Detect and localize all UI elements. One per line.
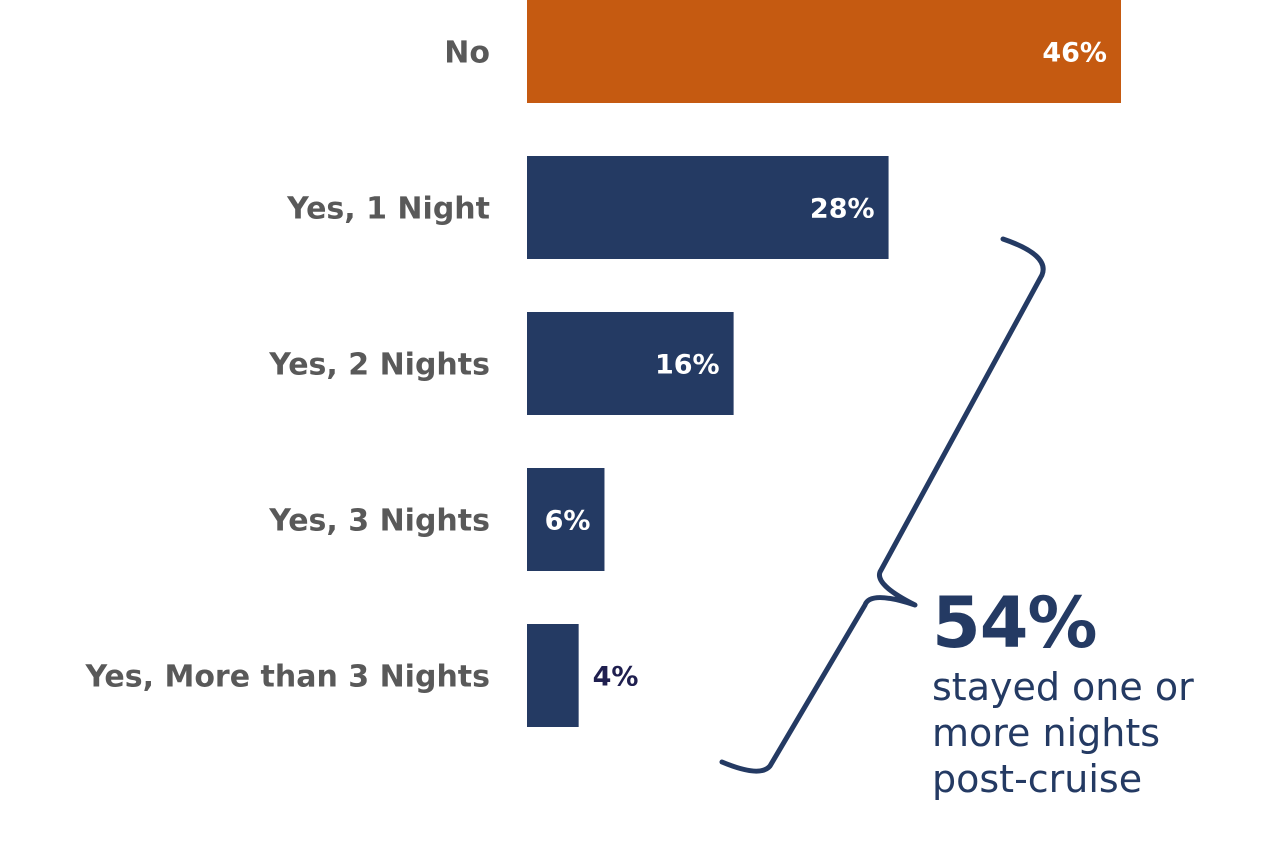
value-label: 4% (593, 662, 639, 693)
category-label: Yes, 3 Nights (268, 504, 490, 539)
bar-3 (527, 312, 734, 415)
value-label: 28% (810, 194, 875, 225)
category-label: Yes, 2 Nights (268, 348, 490, 383)
value-label: 16% (655, 350, 720, 381)
bracket-icon (719, 236, 1046, 774)
value-label: 6% (545, 506, 591, 537)
category-label: Yes, More than 3 Nights (84, 660, 490, 695)
bar-2 (527, 156, 889, 259)
category-label: Yes, 1 Night (286, 192, 490, 227)
value-label: 46% (1042, 38, 1107, 69)
callout-value: 54% (932, 582, 1098, 664)
category-label: No (444, 36, 490, 71)
bar-1 (527, 0, 1121, 103)
callout: 54% stayed one or more nights post-cruis… (932, 582, 1261, 802)
bar-4 (527, 468, 605, 571)
bars: No 46% Yes, 1 Night 28% Yes, 2 Nights 16% Yes,… (84, 0, 1121, 727)
callout-text: stayed one or more nights post-cruise (932, 665, 1194, 801)
bar-5 (527, 624, 579, 727)
